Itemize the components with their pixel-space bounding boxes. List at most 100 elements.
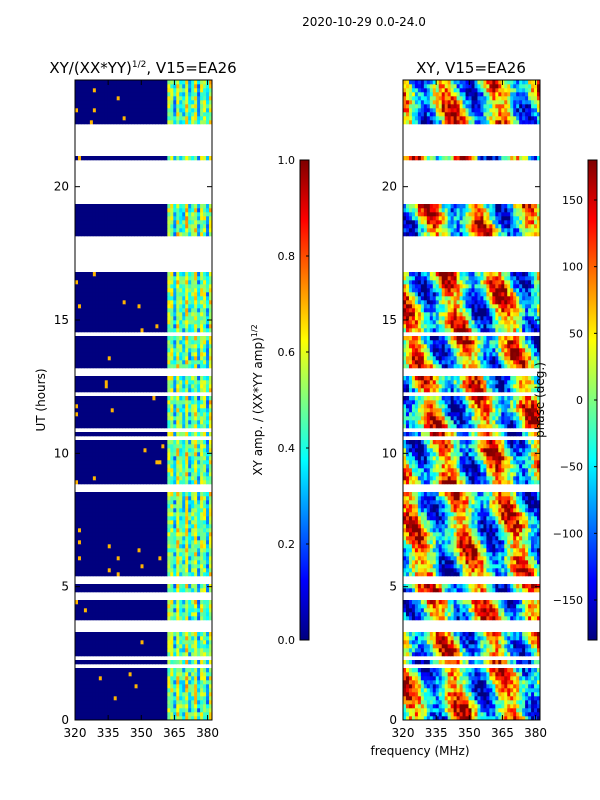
amp-heatmap-cell <box>134 608 138 613</box>
amp-heatmap-cell <box>89 648 94 653</box>
amp-heatmap-cell <box>155 456 159 461</box>
amp-heatmap-cell <box>95 276 100 281</box>
amp-heatmap-cell <box>107 420 112 425</box>
amp-heatmap-cell <box>128 672 132 677</box>
amp-heatmap-cell <box>110 672 115 677</box>
amp-heatmap-cell <box>161 608 165 613</box>
amp-heatmap-cell <box>161 320 165 325</box>
amp-heatmap-cell <box>176 716 180 720</box>
amp-heatmap-cell <box>200 108 204 113</box>
amp-heatmap-cell <box>104 704 109 709</box>
amp-heatmap-cell <box>134 404 138 409</box>
amp-heatmap-cell <box>80 108 85 113</box>
amp-heatmap-cell <box>140 472 144 477</box>
amp-heatmap-cell <box>116 208 121 213</box>
amp-heatmap-cell <box>185 380 189 385</box>
amp-heatmap-cell <box>191 232 195 237</box>
amp-heatmap-cell <box>89 696 94 701</box>
amp-heatmap-cell <box>86 336 91 341</box>
amp-heatmap-cell <box>206 564 210 569</box>
amp-heatmap-cell <box>83 456 88 461</box>
amp-heatmap-cell <box>131 648 135 653</box>
amp-heatmap-cell <box>113 652 118 657</box>
amp-heatmap-cell <box>134 384 138 389</box>
amp-heatmap-cell <box>206 464 210 469</box>
amp-heatmap-cell <box>194 548 198 553</box>
amp-heatmap-cell <box>125 300 130 305</box>
amp-heatmap-cell <box>209 364 212 369</box>
amp-heatmap-cell <box>152 684 156 689</box>
amp-heatmap-cell <box>209 384 212 389</box>
amp-heatmap-cell <box>191 564 195 569</box>
amp-heatmap-cell <box>194 480 198 485</box>
amp-heatmap-cell <box>191 696 195 701</box>
amp-heatmap-cell <box>155 460 159 465</box>
amp-heatmap-cell <box>194 376 198 381</box>
amp-heatmap-cell <box>101 604 106 609</box>
amp-heatmap-cell <box>176 312 180 317</box>
amp-heatmap-cell <box>110 448 115 453</box>
amp-heatmap-cell <box>125 640 130 645</box>
amp-heatmap-cell <box>77 232 82 237</box>
amp-heatmap-cell <box>122 648 127 653</box>
amp-heatmap-cell <box>101 560 106 565</box>
amp-heatmap-cell <box>146 324 150 329</box>
amp-heatmap-cell <box>75 476 79 481</box>
amp-heatmap-cell <box>137 616 141 621</box>
amp-heatmap-cell <box>164 408 168 413</box>
amp-heatmap-cell <box>155 692 159 697</box>
amp-heatmap-cell <box>113 572 118 577</box>
amp-heatmap-cell <box>116 464 121 469</box>
amp-heatmap-cell <box>176 432 180 437</box>
amp-heatmap-cell <box>179 528 183 533</box>
amp-heatmap-cell <box>200 672 204 677</box>
amp-heatmap-cell <box>131 708 135 713</box>
amp-heatmap-cell <box>98 472 103 477</box>
amp-heatmap-cell <box>116 296 121 301</box>
amp-heatmap-cell <box>89 356 94 361</box>
amp-heatmap-cell <box>75 288 79 293</box>
amp-heatmap-cell <box>206 284 210 289</box>
amp-heatmap-cell <box>188 312 192 317</box>
amp-heatmap-cell <box>167 608 171 613</box>
amp-heatmap-cell <box>209 700 212 705</box>
amp-heatmap-cell <box>104 388 109 393</box>
amp-heatmap-cell <box>188 496 192 501</box>
amp-heatmap-cell <box>152 568 156 573</box>
amp-heatmap-cell <box>179 324 183 329</box>
amp-heatmap-cell <box>110 492 115 497</box>
amp-heatmap-cell <box>128 632 132 637</box>
amp-heatmap-cell <box>137 404 141 409</box>
amp-heatmap-cell <box>119 540 124 545</box>
amp-heatmap-cell <box>107 700 112 705</box>
amp-heatmap-cell <box>98 412 103 417</box>
amp-heatmap-cell <box>194 288 198 293</box>
amp-heatmap-cell <box>119 388 124 393</box>
amp-heatmap-cell <box>89 344 94 349</box>
amp-heatmap-cell <box>140 360 144 365</box>
amp-heatmap-cell <box>182 700 186 705</box>
amp-heatmap-cell <box>191 644 195 649</box>
amp-heatmap-cell <box>155 116 159 121</box>
amp-heatmap-cell <box>176 324 180 329</box>
amp-heatmap-cell <box>101 480 106 485</box>
amp-heatmap-cell <box>182 704 186 709</box>
amp-heatmap-cell <box>95 632 100 637</box>
amp-heatmap-cell <box>113 448 118 453</box>
amp-heatmap-cell <box>80 356 85 361</box>
amp-heatmap-cell <box>122 600 127 605</box>
amp-heatmap-cell <box>206 632 210 637</box>
amp-heatmap-cell <box>188 220 192 225</box>
amp-heatmap-cell <box>203 296 207 301</box>
amp-heatmap-cell <box>131 336 135 341</box>
amp-heatmap-cell <box>86 320 91 325</box>
amp-heatmap-cell <box>77 448 82 453</box>
amp-heatmap-cell <box>152 116 156 121</box>
amp-heatmap-cell <box>131 364 135 369</box>
amp-heatmap-cell <box>134 536 138 541</box>
amp-heatmap-cell <box>176 452 180 457</box>
amp-heatmap-cell <box>158 328 162 333</box>
amp-heatmap-cell <box>137 308 141 313</box>
amp-heatmap-cell <box>137 704 141 709</box>
amp-heatmap-cell <box>152 384 156 389</box>
